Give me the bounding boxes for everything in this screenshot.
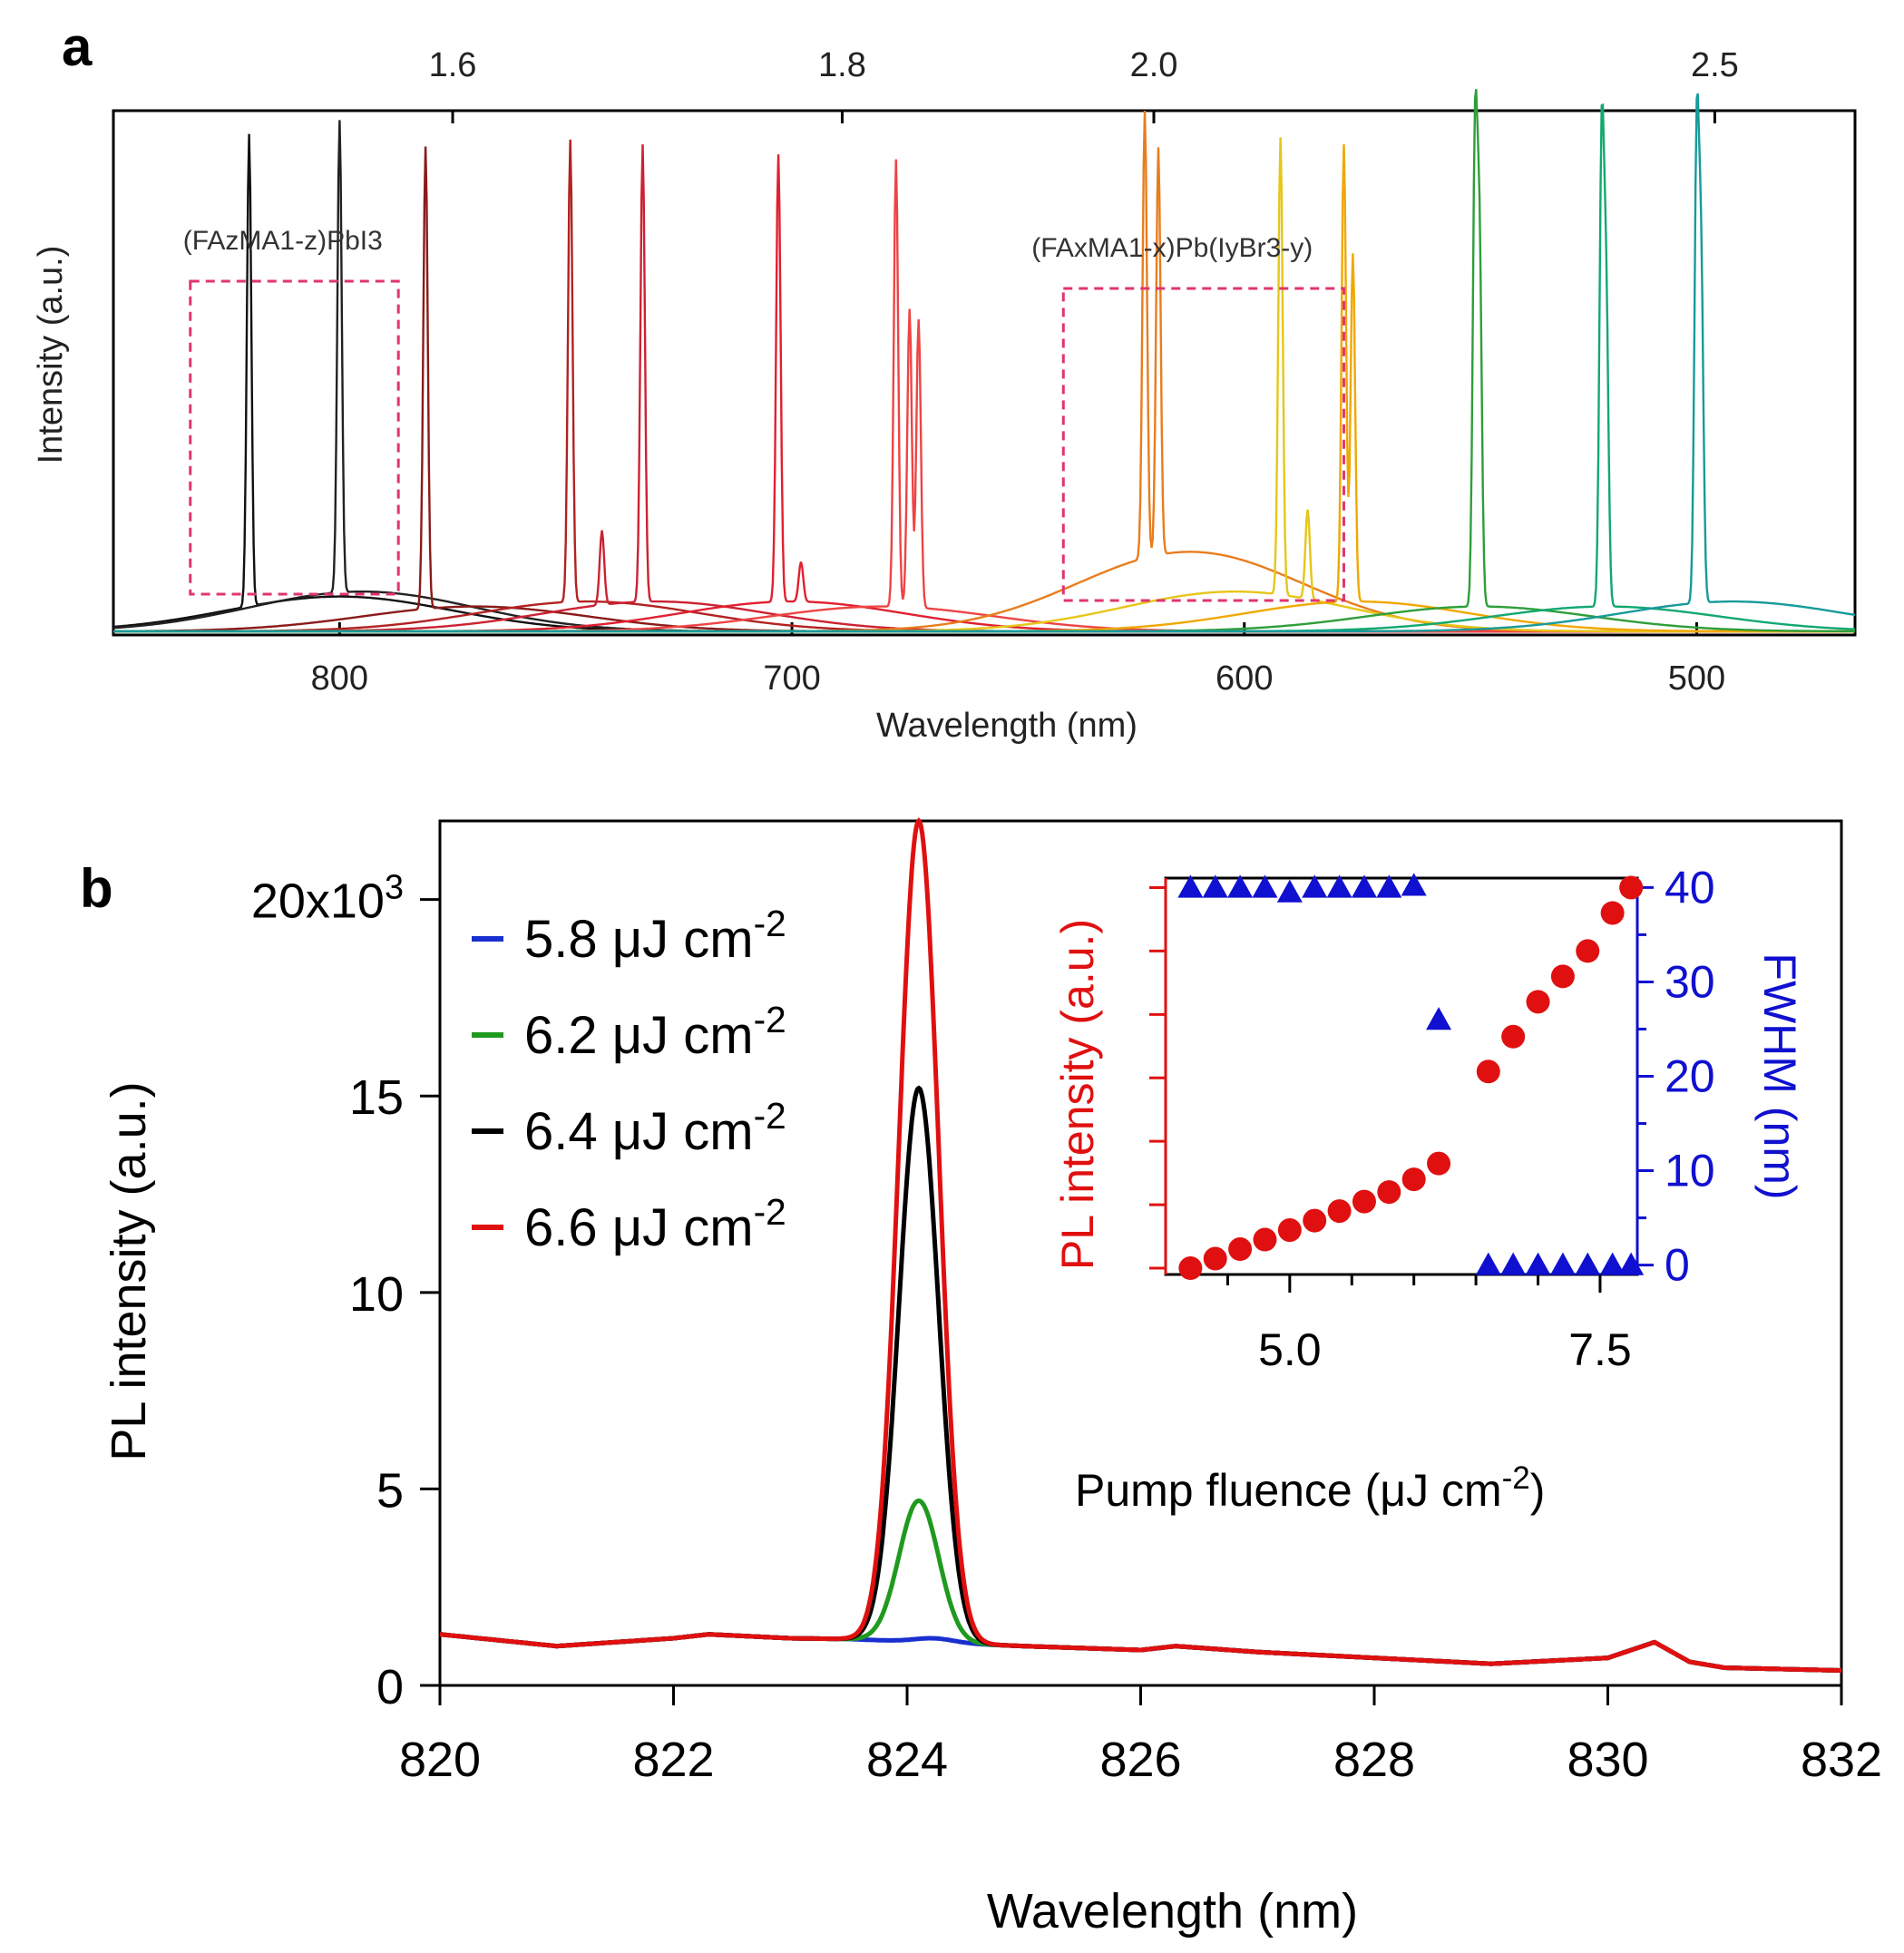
inset-frame [1164, 876, 1639, 1276]
inset-fwhm-point [1401, 873, 1427, 896]
panel-a-spectrum-line [113, 103, 1856, 633]
inset-pl-point [1619, 875, 1644, 900]
panel-b-spectrum-line [439, 1085, 1841, 1673]
inset-fwhm-point [1575, 1252, 1601, 1275]
panel-a-plot-frame [112, 109, 1857, 637]
inset-fwhm-point [1227, 874, 1254, 898]
panel-b-ytick-label: 20x103 [251, 869, 404, 929]
panel-b-legend-label: 6.2 μJ cm-2 [524, 999, 786, 1065]
panel-a-spectrum-line [112, 146, 1855, 633]
inset-xtick-label: 7.5 [1568, 1324, 1632, 1375]
panel-b-ytick-label: 0 [376, 1660, 404, 1714]
panel-a-spectrum-line [112, 120, 1855, 633]
panel-a-spectrum-line [113, 110, 1855, 633]
panel-a-top-tick-label: 1.6 [429, 46, 477, 84]
panel-a-annotation-label: (FAzMA1-z)PbI3 [183, 226, 383, 256]
inset-fwhm-point [1276, 879, 1303, 903]
inset-fwhm-point [1426, 1007, 1452, 1030]
inset-fwhm-point [1549, 1252, 1576, 1275]
inset-fwhm-point [1302, 874, 1328, 898]
panel-a-xtick-label: 500 [1668, 659, 1725, 698]
panel-a-spectrum-line [113, 137, 1855, 633]
panel-a-annotation-label: (FAxMA1-x)Pb(IyBr3-y) [1031, 233, 1313, 263]
inset-xlabel: Pump fluence (μJ cm-2) [1075, 1460, 1545, 1517]
panel-a-annotation-box [1061, 287, 1345, 602]
panel-a-xtick-label: 700 [763, 659, 820, 698]
panel-b-xlabel: Wavelength (nm) [987, 1884, 1358, 1938]
inset-fwhm-point [1599, 1252, 1626, 1275]
panel-b-ytick-label: 5 [376, 1463, 404, 1518]
panel-a-spectrum-line [113, 89, 1855, 633]
panel-b-xtick-label: 828 [1333, 1733, 1415, 1787]
inset-fwhm-point [1618, 1252, 1645, 1275]
inset-fwhm-point [1525, 1252, 1551, 1275]
inset-pl-point [1576, 939, 1600, 963]
panel-b-legend-label: 5.8 μJ cm-2 [524, 903, 786, 969]
panel-a-spectrum-line [113, 144, 1855, 633]
panel-a-xtick-label: 600 [1216, 659, 1273, 698]
inset-pl-point [1377, 1180, 1401, 1205]
panel-b-ylabel: PL intensity (a.u.) [102, 1081, 156, 1460]
inset-right-ytick-label: 20 [1665, 1051, 1715, 1102]
panel-b-legend-label: 6.6 μJ cm-2 [524, 1191, 786, 1257]
inset-pl-point [1327, 1199, 1352, 1224]
panel-b: 820 822 824 826 828 830 832 Wavelength (nm) 0 5 10… [102, 817, 1882, 1938]
panel-b-spectrum-line [439, 817, 1841, 1673]
panel-a-top-tick-label: 1.8 [818, 46, 866, 84]
inset-pl-point [1352, 1189, 1376, 1214]
inset-pl-point [1277, 1218, 1302, 1243]
inset-pl-point [1476, 1060, 1500, 1084]
inset-xtick-label: 5.0 [1258, 1324, 1322, 1375]
panel-b-xtick-label: 832 [1801, 1733, 1882, 1787]
panel-a-ylabel: Intensity (a.u.) [32, 246, 70, 464]
inset-right-ytick-label: 30 [1665, 956, 1715, 1007]
inset-pl-point [1203, 1246, 1227, 1271]
inset-fwhm-point [1202, 874, 1228, 898]
inset-fwhm-point [1351, 874, 1377, 898]
inset-pl-point [1228, 1237, 1253, 1262]
inset-pl-point [1303, 1208, 1327, 1233]
inset-fwhm-point [1376, 874, 1402, 898]
inset-right-ytick-label: 0 [1665, 1240, 1690, 1291]
panel-a-spectrum-line [113, 139, 1855, 633]
panel-a-top-tick-label: 2.5 [1691, 46, 1739, 84]
panel-b-xtick-label: 826 [1099, 1733, 1181, 1787]
panel-a-xlabel: Wavelength (nm) [876, 707, 1138, 745]
panel-b-xtick-label: 830 [1567, 1733, 1648, 1787]
inset-pl-point [1526, 990, 1550, 1014]
inset-fwhm-point [1475, 1252, 1501, 1275]
panel-b-xtick-label: 822 [632, 1733, 714, 1787]
inset-right-ylabel: FWHM (nm) [1754, 952, 1805, 1199]
inset-pl-point [1178, 1256, 1203, 1281]
panel-b-ytick-label: 10 [349, 1267, 404, 1322]
panel-b-ytick-label: 15 [349, 1070, 404, 1125]
inset-right-ytick-label: 10 [1665, 1146, 1715, 1196]
panel-a-spectrum-line [113, 93, 1856, 633]
inset-fwhm-point [1252, 874, 1278, 898]
panel-b-xtick-label: 824 [866, 1733, 948, 1787]
inset-pl-point [1600, 901, 1625, 925]
inset-fwhm-point [1177, 874, 1204, 898]
panel-a-spectrum-line [112, 133, 1855, 633]
panel-a-label: a [62, 16, 93, 77]
inset-left-ylabel: PL intensity (a.u.) [1052, 919, 1103, 1270]
panel-b-label: b [80, 858, 113, 919]
panel-a-spectrum-line [113, 144, 1855, 633]
inset-pl-point [1550, 964, 1575, 989]
inset-pl-point [1427, 1151, 1451, 1176]
panel-b-spectrum-line [439, 1498, 1841, 1673]
inset-right-ytick-label: 40 [1665, 862, 1715, 913]
panel-b-xtick-label: 820 [399, 1733, 481, 1787]
panel-b-legend-label: 6.4 μJ cm-2 [524, 1095, 786, 1161]
panel-a-annotation-box [189, 279, 400, 596]
inset-fwhm-point [1326, 874, 1352, 898]
panel-a-top-tick-label: 2.0 [1130, 46, 1178, 84]
inset-pl-point [1501, 1024, 1526, 1049]
inset-pl-point [1253, 1227, 1277, 1252]
panel-a-xtick-label: 800 [311, 659, 368, 698]
inset-fwhm-point [1500, 1252, 1527, 1275]
panel-a: 800 700 600 500 Wavelength (nm) 1.6 1.8 2.0 2.5 I… [32, 46, 1857, 745]
inset-pl-point [1401, 1167, 1426, 1192]
